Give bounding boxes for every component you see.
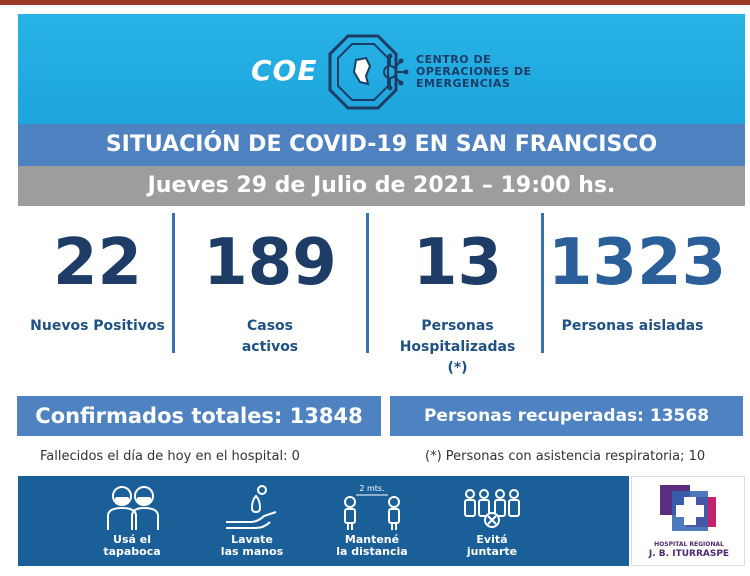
mask-icon: [107, 486, 159, 530]
new-positives-value: 22: [52, 226, 143, 300]
stat-divider: [541, 213, 544, 353]
tip-distance: 2 mts. Mantené la distancia: [336, 484, 408, 558]
hospitalized-label: Personas Hospitalizadas (*): [399, 318, 516, 376]
hospital-logo: HOSPITAL REGIONAL J. B. ITURRASPE: [631, 476, 745, 566]
tip-crowd: Evitá juntarte: [433, 476, 551, 566]
tip-handwash: Lavate las manos: [193, 476, 311, 566]
stat-divider: [366, 213, 369, 353]
coe-org-name: CENTRO DE OPERACIONES DE EMERGENCIAS: [416, 53, 532, 90]
isolated-value: 1323: [548, 226, 727, 300]
hospitalized-value: 13: [412, 226, 503, 300]
recovered-total-badge: Personas recuperadas: 13568: [390, 396, 743, 436]
confirmed-total-badge: Confirmados totales: 13848: [17, 396, 381, 436]
report-title: SITUACIÓN DE COVID-19 EN SAN FRANCISCO: [18, 124, 745, 166]
coe-logo-text: COE: [251, 54, 318, 87]
coe-header: COE CENTRO DE OPERACIONES DE EMERGENCIAS: [18, 14, 745, 124]
isolated-label: Personas aisladas: [561, 318, 704, 334]
stat-divider: [172, 213, 175, 353]
active-cases-value: 189: [203, 226, 337, 300]
prevention-tips-strip: Usá el tapaboca Lavate las manos 2 mts.: [18, 476, 629, 566]
crowd-icon: [464, 489, 520, 528]
top-accent-bar: [0, 0, 750, 5]
deaths-note: Fallecidos el día de hoy en el hospital:…: [40, 449, 300, 464]
report-date: Jueves 29 de Julio de 2021 – 19:00 hs.: [18, 166, 745, 206]
distance-caption: 2 mts.: [359, 484, 384, 493]
hospital-cross-icon: [660, 485, 716, 531]
distance-icon: 2 mts.: [344, 484, 400, 530]
active-cases-label: Casos activos: [241, 318, 299, 355]
virus-emblem-icon: [328, 34, 409, 110]
handwash-icon: [226, 485, 277, 529]
new-positives-label: Nuevos Positivos: [30, 318, 165, 334]
tip-mask: Usá el tapaboca: [73, 476, 191, 566]
respiratory-note: (*) Personas con asistencia respiratoria…: [425, 449, 706, 464]
